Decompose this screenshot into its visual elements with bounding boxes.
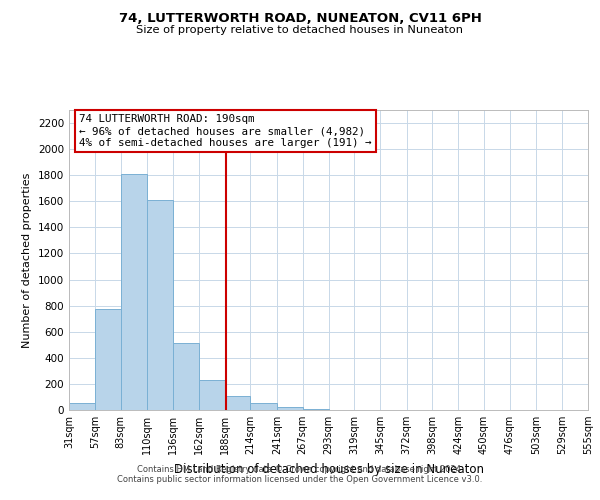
Bar [224, 396, 250, 410]
Text: 74, LUTTERWORTH ROAD, NUNEATON, CV11 6PH: 74, LUTTERWORTH ROAD, NUNEATON, CV11 6PH [119, 12, 481, 26]
Y-axis label: Number of detached properties: Number of detached properties [22, 172, 32, 348]
Bar [173, 343, 199, 410]
Bar [95, 309, 121, 410]
Text: Contains public sector information licensed under the Open Government Licence v3: Contains public sector information licen… [118, 476, 482, 484]
Bar [277, 406, 303, 410]
Bar [69, 404, 95, 410]
X-axis label: Distribution of detached houses by size in Nuneaton: Distribution of detached houses by size … [173, 462, 484, 475]
Bar [121, 174, 147, 410]
Bar [147, 200, 173, 410]
Text: Contains HM Land Registry data © Crown copyright and database right 2024.: Contains HM Land Registry data © Crown c… [137, 466, 463, 474]
Text: 74 LUTTERWORTH ROAD: 190sqm
← 96% of detached houses are smaller (4,982)
4% of s: 74 LUTTERWORTH ROAD: 190sqm ← 96% of det… [79, 114, 372, 148]
Text: Size of property relative to detached houses in Nuneaton: Size of property relative to detached ho… [137, 25, 464, 35]
Bar [199, 380, 224, 410]
Bar [250, 403, 277, 410]
